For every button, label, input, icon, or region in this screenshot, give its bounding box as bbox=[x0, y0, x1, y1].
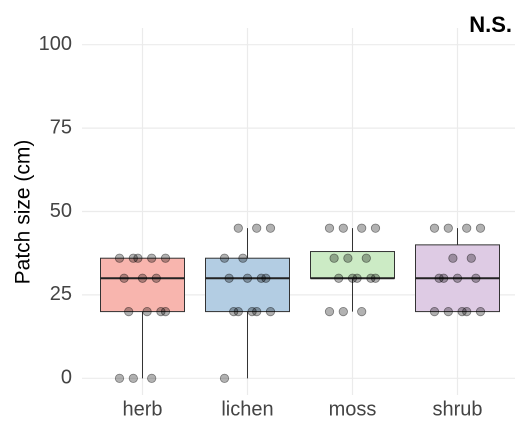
x-tick-label: moss bbox=[329, 398, 377, 420]
point bbox=[329, 253, 339, 263]
point bbox=[366, 273, 376, 283]
point bbox=[147, 253, 157, 263]
point bbox=[233, 223, 243, 233]
point bbox=[219, 373, 230, 383]
point bbox=[156, 306, 166, 317]
point bbox=[324, 223, 335, 233]
point bbox=[119, 273, 129, 283]
point bbox=[357, 223, 367, 233]
point bbox=[466, 253, 476, 263]
point bbox=[324, 306, 335, 317]
point bbox=[252, 223, 262, 233]
point bbox=[443, 223, 453, 233]
point bbox=[429, 223, 440, 233]
x-tick-label: herb bbox=[122, 398, 162, 420]
box bbox=[205, 257, 290, 313]
point bbox=[343, 253, 353, 263]
point bbox=[434, 273, 444, 283]
point bbox=[128, 373, 138, 383]
x-tick-label: lichen bbox=[221, 398, 273, 420]
point bbox=[151, 273, 161, 283]
point bbox=[370, 223, 381, 233]
point bbox=[361, 253, 371, 263]
point bbox=[114, 373, 125, 383]
point bbox=[475, 306, 486, 317]
point bbox=[347, 273, 358, 283]
point bbox=[133, 253, 143, 263]
point bbox=[429, 306, 440, 317]
y-axis-label: Patch size (cm) bbox=[12, 140, 35, 285]
annotation: N.S. bbox=[469, 12, 512, 37]
point bbox=[448, 253, 458, 263]
point bbox=[338, 223, 348, 233]
y-tick-label: 75 bbox=[50, 116, 72, 138]
point bbox=[452, 273, 463, 283]
point bbox=[443, 306, 453, 317]
point bbox=[265, 223, 276, 233]
point bbox=[233, 306, 243, 317]
y-tick-label: 100 bbox=[39, 33, 72, 55]
point bbox=[247, 306, 257, 317]
point bbox=[256, 273, 266, 283]
point bbox=[238, 253, 248, 263]
point bbox=[334, 273, 344, 283]
point bbox=[229, 306, 239, 317]
y-tick-label: 25 bbox=[50, 283, 72, 305]
box bbox=[100, 257, 185, 313]
x-tick-label: shrub bbox=[432, 398, 482, 420]
point bbox=[252, 306, 262, 317]
point bbox=[475, 223, 486, 233]
point bbox=[352, 273, 362, 283]
point bbox=[142, 306, 152, 317]
point bbox=[462, 223, 472, 233]
point bbox=[128, 253, 138, 263]
point bbox=[147, 373, 157, 383]
point bbox=[338, 306, 348, 317]
point bbox=[242, 273, 253, 283]
point bbox=[160, 253, 171, 263]
point bbox=[261, 273, 271, 283]
point bbox=[265, 306, 276, 317]
point bbox=[160, 306, 171, 317]
point bbox=[224, 273, 234, 283]
y-tick-label: 50 bbox=[50, 200, 72, 222]
point bbox=[439, 273, 449, 283]
point bbox=[457, 306, 467, 317]
box bbox=[310, 251, 395, 279]
point bbox=[370, 273, 381, 283]
point bbox=[137, 273, 148, 283]
y-tick-label: 0 bbox=[61, 367, 72, 389]
point bbox=[462, 306, 472, 317]
point bbox=[114, 253, 125, 263]
point bbox=[124, 306, 134, 317]
point bbox=[471, 273, 481, 283]
point bbox=[219, 253, 230, 263]
point bbox=[357, 306, 367, 317]
